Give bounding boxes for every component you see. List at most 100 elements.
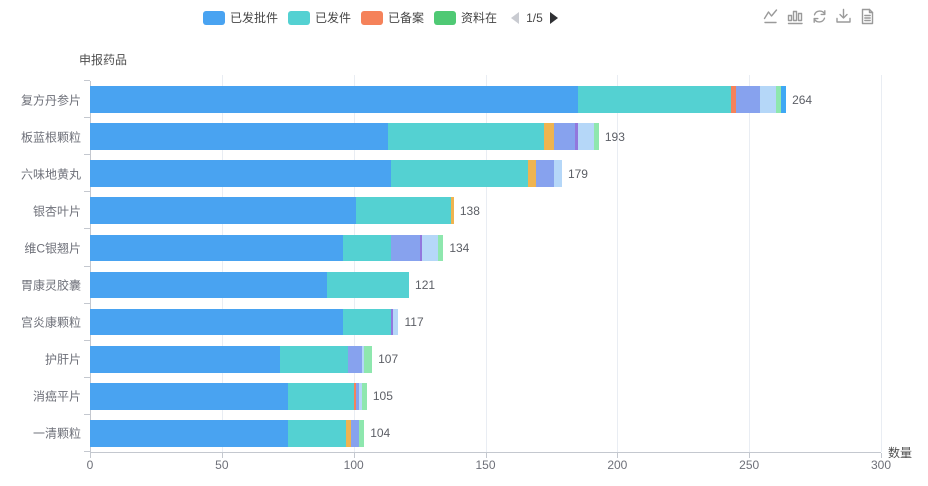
bar-segment-blue[interactable] [90,123,388,150]
bar-segment-periwinkle[interactable] [735,86,760,113]
stacked-bar[interactable] [90,123,599,150]
bar-segment-teal[interactable] [577,86,731,113]
bar-row: 胃康灵胶囊 121 [21,267,881,304]
bar-segment-lightgreen[interactable] [775,86,781,113]
bar-segment-paleblue[interactable] [393,308,399,336]
x-axis-tick [881,453,882,458]
bar-segment-blue[interactable] [90,234,344,262]
x-axis-ticks [90,453,882,458]
stacked-bar[interactable] [90,345,373,373]
toolbox [763,8,876,25]
bar-segment-yellow[interactable] [345,420,352,447]
bar-total-label: 138 [459,203,480,218]
legend-prev-page-icon[interactable] [511,11,520,24]
bar-segment-blue[interactable] [90,86,578,113]
x-axis-tick [749,453,751,458]
bar-segment-purple[interactable] [419,234,423,262]
x-tick-label: 200 [607,458,628,472]
bar-total-label: 134 [449,240,470,255]
stacked-bar[interactable] [90,271,410,299]
bar-segment-blue[interactable] [90,420,288,447]
bar-row: 银杏叶片 138 [33,192,881,229]
bar-segment-lightgreen[interactable] [361,382,367,410]
bar-segment-periwinkle[interactable] [348,345,362,373]
bar-chart-icon[interactable] [787,8,804,25]
legend-item[interactable]: 已发批件 [203,9,278,26]
bar-segment-blue[interactable] [90,197,357,225]
bar-segment-paleblue[interactable] [554,160,562,188]
bar-segment-lightgreen[interactable] [358,420,365,447]
bar-segment-blue[interactable] [90,345,280,373]
category-label: 消癌平片 [32,389,81,404]
stacked-bar[interactable] [90,420,365,447]
y-axis-tick [84,154,90,156]
stacked-bar[interactable] [90,234,444,262]
legend-item[interactable]: 资料在 [434,9,497,26]
bar-segment-lightgreen[interactable] [438,234,444,262]
data-view-icon[interactable] [859,8,876,25]
legend-swatch [288,10,311,25]
y-axis-tick [84,339,90,341]
legend-swatch [434,10,457,25]
legend-item[interactable]: 已发件 [288,9,351,26]
bar-segment-paleblue[interactable] [422,234,439,262]
bar-total-label: 264 [792,92,813,107]
bar-segment-teal[interactable] [287,382,354,410]
bar-segment-orange[interactable] [730,86,736,113]
bar-row: 六味地黄丸 179 [21,155,881,192]
stacked-bar[interactable] [90,86,787,113]
bar-segment-teal[interactable] [343,234,391,262]
x-axis-tick [353,453,355,458]
stacked-bar[interactable] [90,308,399,336]
bar-segment-teal[interactable] [287,420,346,447]
bar-segment-yellow[interactable] [451,197,454,225]
download-icon[interactable] [835,8,852,25]
bar-row: 宫炎康颗粒 117 [21,304,881,341]
bar-segment-periwinkle[interactable] [554,123,576,150]
bar-segment-periwinkle[interactable] [356,382,359,410]
bar-segment-teal[interactable] [356,197,452,225]
bar-segment-paleblue[interactable] [361,345,365,373]
category-label: 复方丹参片 [20,93,81,108]
bar-segment-yellow[interactable] [543,123,555,150]
bar-segment-lightgreen[interactable] [364,345,373,373]
bar-segment-teal[interactable] [390,160,528,188]
bar-segment-paleblue[interactable] [759,86,776,113]
y-axis-tick [84,117,90,119]
bar-segment-orange[interactable] [353,382,357,410]
y-axis-tick [84,191,90,193]
bar-segment-teal[interactable] [279,345,349,373]
bar-segment-lightgreen[interactable] [593,123,599,150]
bar-segment-purple[interactable] [575,123,578,150]
bar-segment-blue[interactable] [90,382,288,410]
bar-row: 一清颗粒 104 [33,415,881,452]
bar-segment-teal[interactable] [343,308,391,336]
bar-segment-periwinkle[interactable] [535,160,555,188]
bar-segment-teal[interactable] [327,271,410,299]
y-axis-tick [84,451,90,452]
legend-next-page-icon[interactable] [549,11,558,24]
legend-item[interactable]: 已备案 [361,9,424,26]
gridline [749,75,751,452]
bar-segment-teal[interactable] [387,123,544,150]
bar-segment-brightblue[interactable] [780,86,787,113]
y-axis-line [90,81,91,452]
stacked-bar[interactable] [90,160,562,188]
line-chart-icon[interactable] [763,8,780,25]
bar-segment-blue[interactable] [90,271,328,299]
legend-label: 已发件 [315,11,352,25]
bar-segment-periwinkle[interactable] [351,420,359,447]
bar-segment-blue[interactable] [90,160,391,188]
bar-segment-paleblue[interactable] [577,123,594,150]
stacked-bar[interactable] [90,382,367,410]
restore-icon[interactable] [811,8,828,25]
bar-segment-purple[interactable] [390,308,394,336]
y-axis-tick [84,413,90,415]
stacked-bar[interactable] [90,197,454,225]
bar-segment-yellow[interactable] [527,160,536,188]
bar-total-label: 179 [567,166,588,181]
bar-segment-paleblue[interactable] [358,382,362,410]
bar-segment-blue[interactable] [90,308,344,336]
x-axis-tick [90,453,91,458]
bar-segment-periwinkle[interactable] [390,234,420,262]
